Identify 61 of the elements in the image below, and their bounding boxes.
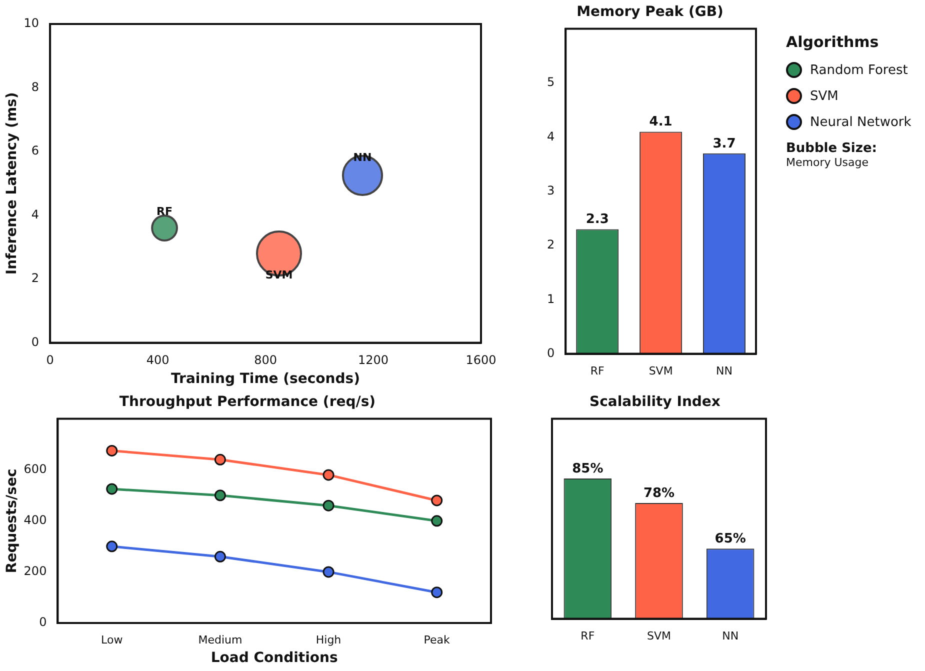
x-tick-label: 1200 [358, 353, 389, 368]
point [322, 500, 334, 512]
y-tick-label: 4 [31, 207, 40, 222]
x-tick-label: NN [716, 364, 733, 378]
y-tick-label: 8 [31, 80, 40, 94]
y-axis-title: Inference Latency (ms) [4, 92, 20, 275]
y-tick-label: 0 [31, 334, 40, 349]
legend-label: Random Forest [810, 62, 908, 78]
text: Memory Usage [786, 156, 870, 169]
point [322, 469, 334, 481]
data-label: 65% [714, 532, 746, 546]
x-tick-label: SVM [647, 629, 671, 642]
data-label: 2.3 [586, 212, 609, 228]
data-label: 78% [643, 486, 675, 501]
chart-title: Throughput Performance (req/s) [119, 394, 376, 410]
y-tick-label: 5 [546, 75, 555, 90]
x-tick-label: RF [580, 629, 595, 642]
y-tick-label: 1 [546, 292, 555, 306]
point [431, 494, 443, 506]
data-label: 3.7 [712, 136, 736, 152]
y-tick-label: 200 [24, 564, 47, 578]
legend-label: SVM [810, 88, 838, 104]
x-tick-label: High [316, 633, 342, 646]
y-axis-title: Requests/sec [4, 468, 20, 574]
y-tick-label: 10 [24, 16, 40, 30]
y-tick-label: 400 [24, 513, 47, 528]
y-tick-label: 3 [546, 183, 555, 198]
data-label: 4.1 [649, 114, 672, 130]
x-tick-label: 400 [146, 353, 170, 368]
point [106, 483, 118, 495]
point [431, 515, 443, 527]
chart-title: Scalability Index [590, 394, 720, 410]
y-tick-label: 4 [546, 129, 555, 144]
chart-title: Memory Peak (GB) [576, 4, 724, 20]
x-axis-title: Load Conditions [210, 650, 338, 666]
x-tick-label: RF [590, 364, 604, 378]
x-tick-label: SVM [648, 364, 673, 378]
y-tick-label: 0 [39, 615, 47, 630]
x-tick-label: Medium [198, 633, 242, 646]
x-tick-label: NN [722, 629, 739, 642]
x-tick-label: Peak [424, 633, 451, 646]
y-tick-label: 600 [24, 462, 47, 476]
annotation: RF [156, 204, 173, 218]
x-tick-label: Low [101, 633, 123, 646]
y-tick-label: 2 [546, 238, 555, 252]
point [106, 540, 118, 552]
point [214, 454, 226, 466]
x-tick-label: 800 [254, 353, 277, 368]
data-label: 85% [572, 461, 604, 476]
text: Bubble Size: [786, 141, 878, 156]
point [106, 444, 118, 456]
y-tick-label: 2 [31, 271, 40, 286]
x-tick-label: 1600 [466, 353, 496, 368]
y-tick-label: 6 [31, 144, 40, 158]
point [431, 586, 443, 598]
legend-label: Neural Network [810, 114, 912, 130]
point [214, 490, 226, 502]
x-axis-title: Training Time (seconds) [171, 371, 360, 388]
point [214, 550, 226, 562]
legend-title: Algorithms [786, 33, 880, 51]
point [322, 566, 334, 578]
